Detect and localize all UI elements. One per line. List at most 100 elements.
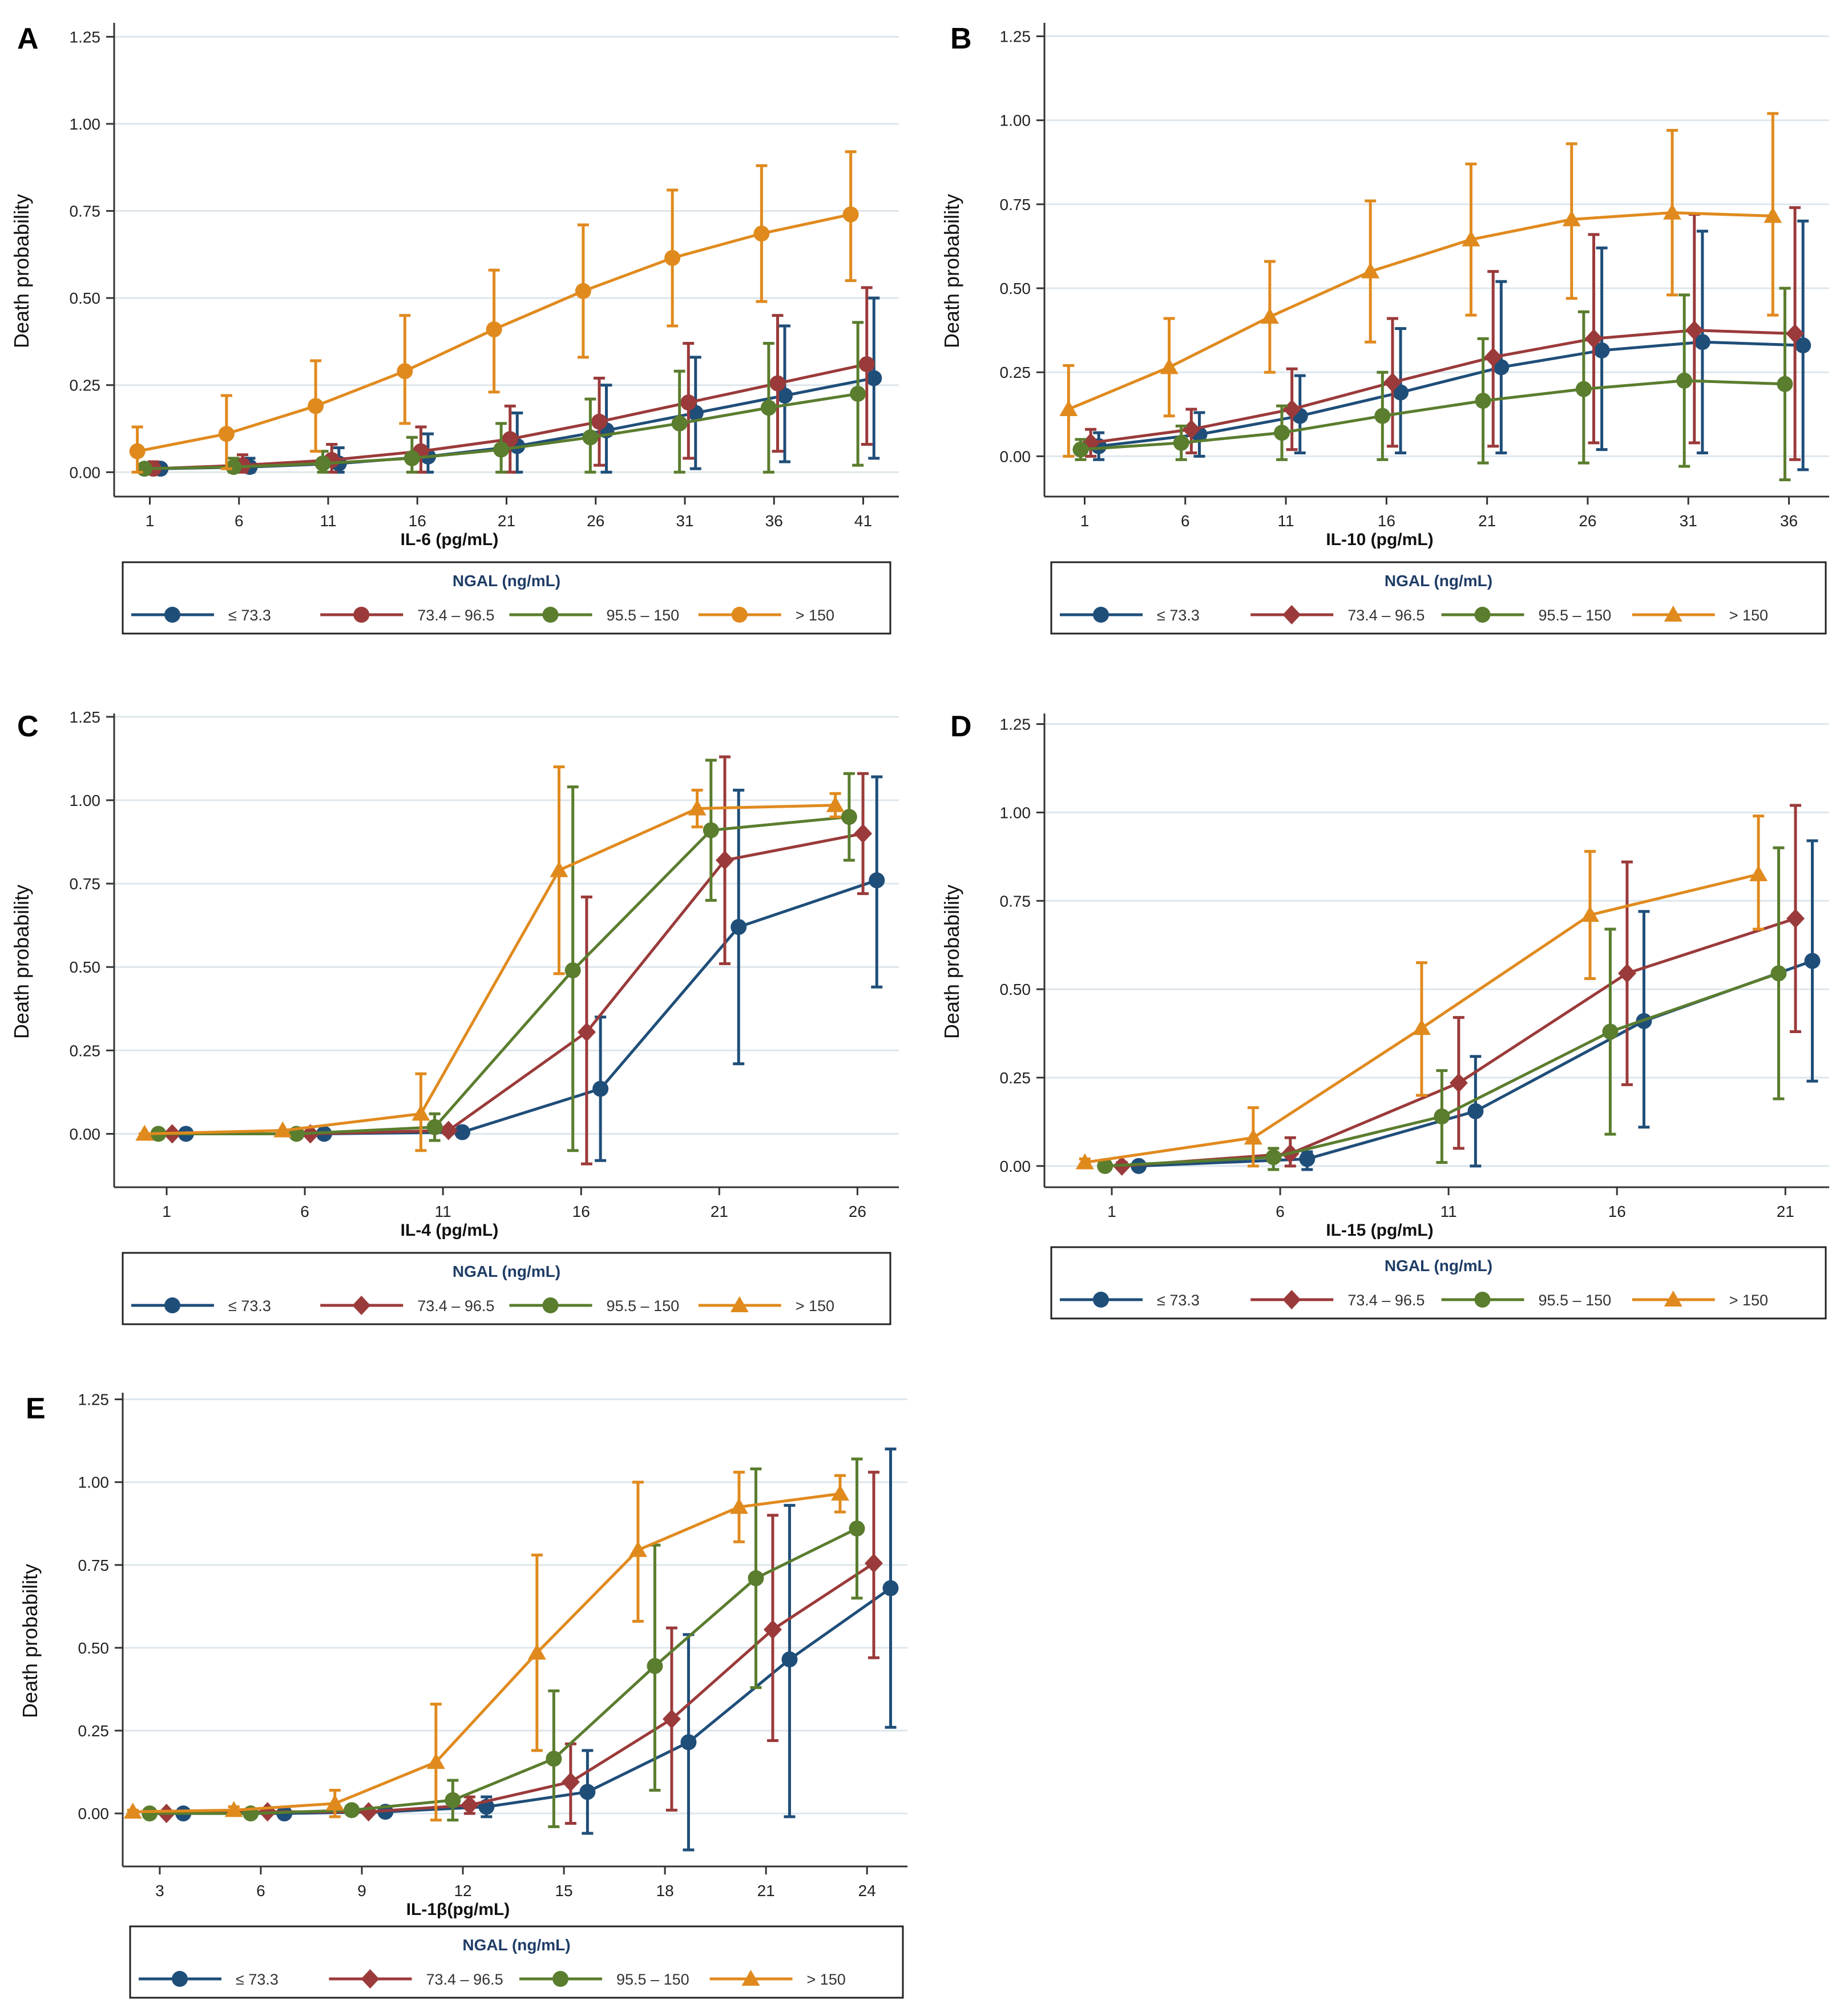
panel-b-point	[1374, 408, 1391, 424]
panel-a-point	[493, 441, 510, 458]
panel-b: B0.000.250.500.751.001.251 6 11 16 21 26 31 36I…	[940, 22, 1829, 635]
panel-e-series-line	[132, 1492, 841, 1813]
panel-d-series-2	[1112, 804, 1805, 1176]
panel-a-point	[314, 455, 331, 472]
panel-e-x-axis-title: IL-1β(pg/mL)	[406, 1900, 510, 1919]
panel-d-xtick-label: 11	[1441, 1203, 1457, 1220]
panel-a-point	[760, 400, 777, 416]
panel-c-legend-marker	[730, 1296, 749, 1312]
panel-a-legend-marker	[353, 607, 370, 623]
panel-e-point	[680, 1734, 697, 1751]
panel-d-point	[1449, 1073, 1468, 1093]
panel-e-point	[359, 1802, 378, 1822]
panel-c-point	[550, 861, 568, 877]
panel-d-xtick-label: 21	[1777, 1203, 1794, 1220]
panel-c-ytick-label: 0.75	[70, 875, 101, 893]
panel-a-point	[850, 385, 866, 402]
panel-e-legend-label: > 150	[807, 1971, 846, 1988]
panel-e-legend-marker	[741, 1970, 760, 1986]
panel-a-point	[769, 375, 786, 392]
panel-c-ytick-label: 0.50	[70, 958, 101, 976]
panel-a-point	[866, 370, 882, 386]
panel-a-ytick-label: 0.75	[70, 203, 101, 220]
panel-c-point	[869, 872, 885, 889]
panel-c-xtick-label: 6	[300, 1203, 309, 1220]
panel-a-letter: A	[17, 22, 39, 55]
panel-b-series-3	[1072, 287, 1793, 482]
panel-e-legend-marker	[552, 1971, 568, 1987]
panel-d-legend-marker	[1282, 1290, 1301, 1309]
panel-b-point	[1361, 262, 1380, 279]
panel-c-xtick-label: 16	[572, 1203, 590, 1220]
panel-b-legend-label: > 150	[1729, 607, 1768, 624]
panel-b-point	[1274, 425, 1290, 441]
panel-a-ytick-label: 1.25	[70, 28, 101, 46]
panel-b-point	[1575, 381, 1592, 397]
panel-a-point	[664, 249, 681, 266]
panel-c-y-axis-title: Death probability	[10, 885, 33, 1039]
panel-b-point	[1282, 399, 1301, 419]
panel-e-legend: NGAL (ng/mL) ≤ 73.3 73.4 – 96.5 95.5 – 150 >…	[129, 1925, 904, 1999]
panel-e-xtick-label: 21	[757, 1882, 775, 1900]
panel-b-y-axis-title: Death probability	[940, 194, 963, 348]
panel-c-point	[854, 824, 873, 844]
panel-a-point	[591, 413, 607, 430]
panel-c-series-line	[144, 804, 836, 1135]
panel-b-ytick-label: 0.50	[1000, 280, 1031, 297]
panel-e-point	[546, 1751, 562, 1767]
panel-a-point	[129, 443, 146, 459]
panel-e-legend-label: 73.4 – 96.5	[426, 1971, 503, 1988]
panel-c-point	[454, 1124, 471, 1140]
panel-a-point	[502, 431, 518, 447]
panel-b-point	[1484, 347, 1503, 367]
panel-d-ytick-label: 0.50	[1000, 981, 1031, 998]
panel-b-xtick-label: 16	[1378, 512, 1395, 530]
panel-e-series-3	[142, 1457, 865, 1828]
panel-b-point	[1562, 210, 1581, 227]
panel-c-point	[703, 822, 719, 838]
panel-e-point	[325, 1794, 344, 1811]
panel-c-point	[731, 919, 747, 936]
panel-e-point	[527, 1643, 546, 1660]
panel-d-y-axis-title: Death probability	[940, 885, 963, 1039]
panel-b-point	[1059, 400, 1078, 416]
panel-a-legend-marker	[164, 607, 180, 623]
panel-e-series-line	[150, 1527, 858, 1815]
panel-c-point	[841, 809, 857, 825]
panel-c-legend-label: 95.5 – 150	[607, 1297, 680, 1315]
panel-b-xtick-label: 31	[1680, 512, 1697, 530]
panel-a-legend-label: 95.5 – 150	[607, 607, 680, 624]
panel-d-series-4	[1075, 815, 1768, 1170]
panel-c-ytick-label: 1.25	[70, 708, 101, 726]
panel-b-point	[1694, 334, 1710, 350]
panel-b-point	[1777, 376, 1793, 392]
panel-d-legend-marker	[1664, 1291, 1682, 1307]
panel-d-point	[1602, 1023, 1619, 1040]
panel-c-series-line	[158, 815, 850, 1135]
panel-d-point	[1467, 1103, 1484, 1119]
panel-b-xtick-label: 1	[1080, 512, 1090, 530]
panel-a-point	[486, 321, 502, 338]
panel-e-point	[748, 1570, 764, 1587]
panel-e-point	[662, 1709, 681, 1729]
panel-c-legend-marker	[352, 1296, 371, 1315]
panel-e-point	[142, 1805, 158, 1822]
panel-b-ytick-label: 1.00	[1000, 112, 1031, 130]
panel-c-point	[411, 1104, 430, 1121]
panel-c-xtick-label: 21	[711, 1203, 728, 1220]
panel-a-series-3	[136, 321, 866, 477]
panel-a-point	[225, 459, 242, 475]
panel-b-series-line	[1068, 211, 1773, 411]
panel-e-point	[864, 1553, 883, 1573]
panel-d-xtick-label: 6	[1276, 1203, 1285, 1220]
panel-a-point	[777, 388, 793, 404]
panel-b-series-4	[1059, 112, 1782, 458]
panel-e-point	[579, 1784, 596, 1800]
panel-d-legend: NGAL (ng/mL) ≤ 73.3 73.4 – 96.5 95.5 – 150 >…	[1050, 1246, 1827, 1320]
panel-c-legend: NGAL (ng/mL) ≤ 73.3 73.4 – 96.5 95.5 – 150 >…	[122, 1252, 891, 1325]
panel-e-point	[561, 1772, 580, 1792]
panel-e-point	[647, 1658, 663, 1674]
panel-e-point	[123, 1803, 142, 1819]
panel-c-point	[688, 799, 707, 816]
